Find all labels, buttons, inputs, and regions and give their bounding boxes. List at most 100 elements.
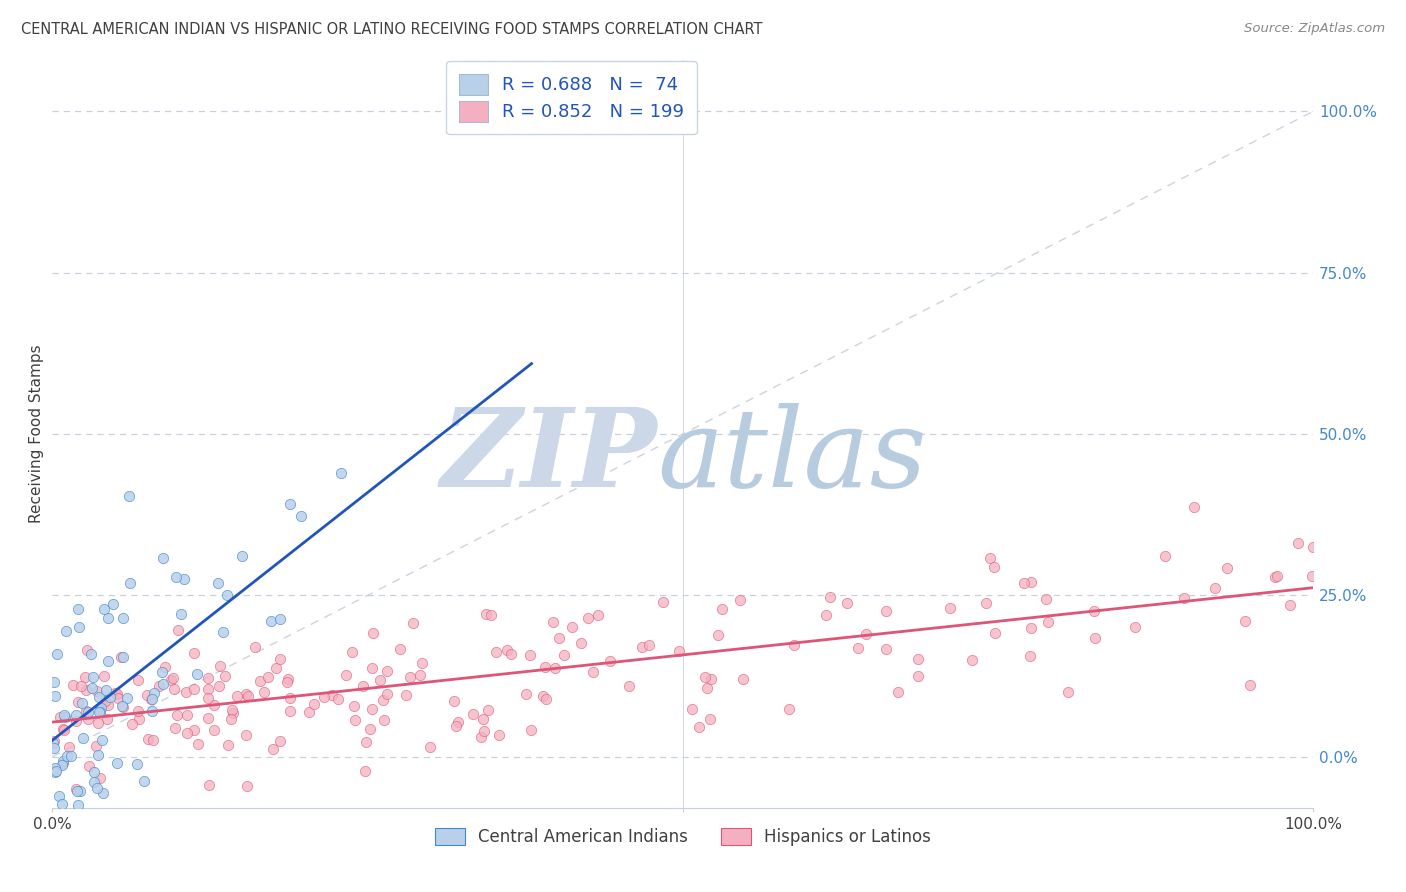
Point bbox=[377, 687, 399, 701]
Point bbox=[186, 666, 208, 681]
Point bbox=[855, 626, 877, 640]
Point bbox=[45, 764, 67, 779]
Point bbox=[165, 570, 187, 584]
Point bbox=[342, 645, 364, 659]
Point bbox=[1182, 500, 1205, 514]
Point bbox=[688, 720, 710, 734]
Point bbox=[56, 749, 79, 764]
Point bbox=[419, 739, 441, 754]
Point bbox=[67, 620, 90, 634]
Point bbox=[93, 602, 115, 616]
Text: CENTRAL AMERICAN INDIAN VS HISPANIC OR LATINO RECEIVING FOOD STAMPS CORRELATION : CENTRAL AMERICAN INDIAN VS HISPANIC OR L… bbox=[21, 22, 762, 37]
Point bbox=[783, 638, 806, 652]
Point bbox=[52, 754, 75, 768]
Point bbox=[66, 695, 89, 709]
Point bbox=[176, 708, 198, 723]
Point bbox=[93, 669, 115, 683]
Point bbox=[111, 700, 134, 714]
Point bbox=[264, 661, 287, 675]
Point bbox=[519, 723, 541, 737]
Point bbox=[94, 683, 117, 698]
Point bbox=[197, 778, 219, 792]
Point bbox=[52, 722, 75, 736]
Point bbox=[631, 640, 654, 654]
Point bbox=[276, 674, 298, 689]
Point bbox=[1084, 631, 1107, 645]
Point bbox=[1279, 598, 1302, 612]
Point bbox=[169, 607, 191, 622]
Point bbox=[121, 716, 143, 731]
Point bbox=[699, 712, 721, 726]
Point bbox=[163, 681, 186, 696]
Point bbox=[82, 670, 104, 684]
Point bbox=[70, 679, 93, 693]
Point bbox=[249, 673, 271, 688]
Point bbox=[519, 648, 541, 662]
Point bbox=[1265, 569, 1288, 583]
Point bbox=[162, 671, 184, 685]
Point bbox=[141, 704, 163, 718]
Point bbox=[553, 648, 575, 663]
Point bbox=[638, 638, 661, 652]
Point bbox=[76, 712, 98, 726]
Point bbox=[974, 596, 997, 610]
Point bbox=[118, 576, 141, 591]
Point bbox=[298, 705, 321, 719]
Point bbox=[153, 659, 176, 673]
Point bbox=[548, 632, 571, 646]
Point bbox=[411, 656, 433, 670]
Point bbox=[86, 683, 108, 698]
Point bbox=[1216, 561, 1239, 575]
Point bbox=[166, 707, 188, 722]
Point bbox=[141, 691, 163, 706]
Point bbox=[561, 620, 583, 634]
Point bbox=[104, 686, 127, 700]
Point bbox=[101, 597, 124, 611]
Point bbox=[269, 612, 291, 626]
Point bbox=[461, 706, 484, 721]
Point bbox=[479, 607, 502, 622]
Point bbox=[541, 615, 564, 629]
Point bbox=[544, 661, 567, 675]
Point bbox=[361, 626, 384, 640]
Point bbox=[651, 595, 673, 609]
Point bbox=[1301, 569, 1323, 583]
Point bbox=[75, 682, 97, 697]
Point bbox=[875, 642, 897, 657]
Point bbox=[45, 648, 67, 662]
Point bbox=[235, 728, 257, 742]
Point bbox=[668, 644, 690, 658]
Text: Source: ZipAtlas.com: Source: ZipAtlas.com bbox=[1244, 22, 1385, 36]
Point bbox=[343, 699, 366, 714]
Point bbox=[398, 670, 420, 684]
Point bbox=[44, 761, 66, 775]
Point bbox=[352, 679, 374, 693]
Point bbox=[243, 640, 266, 654]
Point bbox=[115, 690, 138, 705]
Point bbox=[302, 697, 325, 711]
Point bbox=[84, 739, 107, 754]
Point bbox=[197, 681, 219, 696]
Point bbox=[42, 740, 65, 755]
Point bbox=[87, 716, 110, 731]
Point bbox=[330, 466, 353, 480]
Point bbox=[846, 640, 869, 655]
Point bbox=[1234, 614, 1257, 628]
Point bbox=[52, 756, 75, 770]
Point bbox=[444, 474, 467, 488]
Point bbox=[730, 593, 752, 607]
Point bbox=[58, 739, 80, 754]
Point bbox=[231, 549, 253, 564]
Point bbox=[94, 694, 117, 708]
Point bbox=[471, 712, 494, 726]
Point bbox=[1036, 615, 1059, 629]
Point bbox=[252, 685, 274, 699]
Point bbox=[515, 687, 537, 701]
Point bbox=[80, 647, 103, 661]
Point bbox=[90, 701, 112, 715]
Point bbox=[91, 786, 114, 800]
Point bbox=[695, 670, 717, 684]
Point bbox=[110, 649, 132, 664]
Point bbox=[531, 689, 554, 703]
Point bbox=[96, 712, 118, 726]
